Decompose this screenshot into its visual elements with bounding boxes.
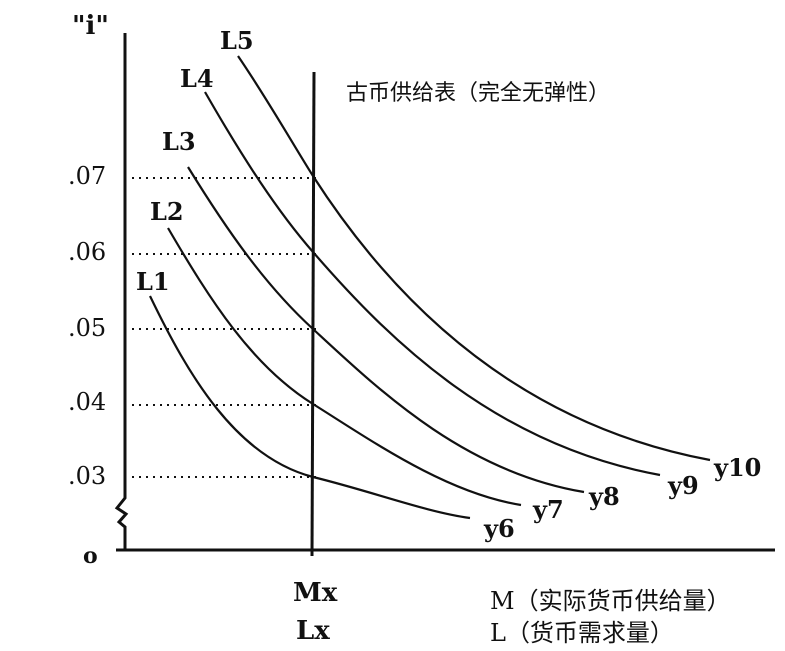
interest-rate-guides <box>132 177 316 478</box>
curve-l1 <box>149 295 471 520</box>
y-axis <box>114 33 129 550</box>
money-supply-line <box>310 71 316 557</box>
curve-l3 <box>187 166 585 494</box>
income-label-y6: y6 <box>483 514 515 543</box>
income-label-y7: y7 <box>532 495 564 524</box>
x-legend-m: M（实际货币供给量） <box>490 587 731 615</box>
curve-label-l3: L3 <box>162 127 196 156</box>
x-marker-top-label: Mx <box>293 578 338 608</box>
curve-l5 <box>237 55 711 462</box>
curve-label-l1: L1 <box>136 267 170 296</box>
curve-label-l5: L5 <box>220 26 254 55</box>
money-supply-label: 古币供给表（完全无弹性） <box>346 81 610 106</box>
curve-l4 <box>204 91 661 477</box>
demand-curves <box>149 55 711 520</box>
y-tick-005: .05 <box>68 314 106 342</box>
curve-l2 <box>167 227 522 507</box>
curve-label-l2: L2 <box>150 197 184 226</box>
income-label-y9: y9 <box>667 471 699 500</box>
y-tick-007: .07 <box>68 162 106 190</box>
y-tick-003: .03 <box>68 462 106 490</box>
y-tick-004: .04 <box>68 388 106 416</box>
income-label-y8: y8 <box>588 482 620 511</box>
x-marker-bottom-label: Lx <box>296 616 330 646</box>
curve-label-l4: L4 <box>180 64 214 93</box>
income-label-y10: y10 <box>713 453 761 482</box>
origin-label: o <box>83 543 98 569</box>
y-axis-label: "i" <box>72 11 109 41</box>
y-tick-006: .06 <box>68 238 106 266</box>
x-legend-l: L（货币需求量） <box>490 619 674 647</box>
